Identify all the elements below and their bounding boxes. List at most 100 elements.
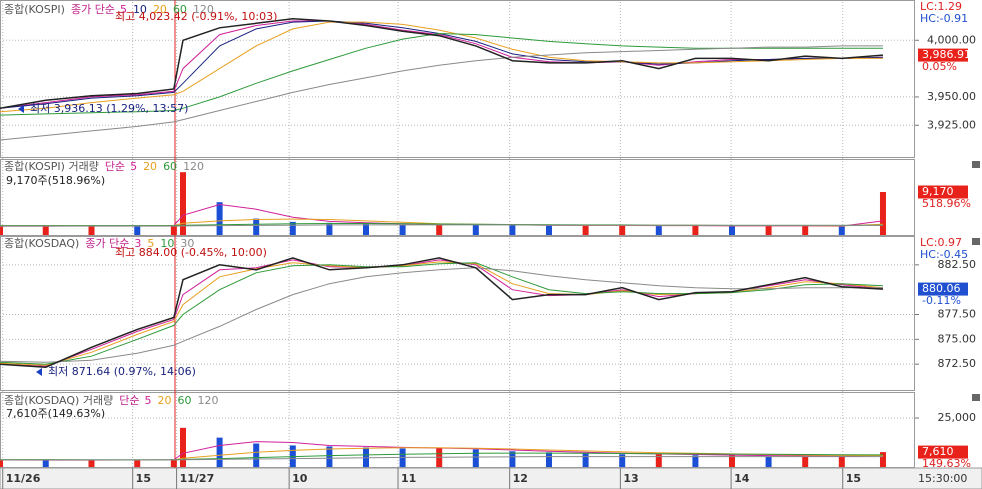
volume-bar — [582, 225, 589, 235]
volume-bar — [180, 427, 186, 467]
volume-bar — [170, 459, 177, 467]
panel-frame — [0, 159, 915, 236]
low-arrow — [36, 368, 42, 376]
legend-entry: 10 — [160, 237, 174, 250]
last-value-label: 880.06 — [922, 282, 961, 295]
volume-bar — [546, 225, 552, 235]
volume-bar — [134, 459, 141, 467]
volume-bar — [765, 226, 772, 235]
volume-bar — [88, 225, 95, 235]
x-tick-label: 11/26 — [6, 472, 41, 485]
panel-title: 종합(KOSPI) — [4, 3, 65, 16]
ma-line — [0, 20, 884, 109]
y-tick-label: 882.50 — [938, 258, 977, 271]
legend-entry: 60 — [163, 160, 177, 173]
volume-bar — [619, 454, 626, 467]
y-tick-label: 25,000 — [938, 411, 977, 424]
volume-bar — [88, 460, 95, 467]
volume-bar — [655, 226, 662, 235]
legend-label: 종가 단순 — [85, 237, 129, 250]
volume-bar — [42, 226, 49, 235]
info-label: 7,610주(149.63%) — [6, 407, 105, 420]
close-button[interactable] — [972, 238, 980, 245]
legend-entry: 5 — [120, 3, 127, 16]
low-label: 최저 3,936.13 (1.29%, 13:57) — [30, 102, 188, 115]
price-line — [0, 17, 884, 110]
legend-entry: 20 — [143, 160, 157, 173]
x-tick-label: 13 — [623, 472, 638, 485]
legend-entry: 120 — [197, 394, 218, 407]
volume-bar — [472, 224, 479, 235]
high-label: 최고 884.00 (-0.45%, 10:00) — [115, 246, 267, 259]
close-button[interactable] — [972, 161, 980, 168]
last-value-box — [918, 282, 968, 296]
y-tick-label: 872.50 — [938, 357, 977, 370]
volume-bar — [399, 224, 406, 235]
volume-bar — [802, 456, 809, 467]
hc-label: HC:-0.91 — [920, 12, 968, 25]
ma-line — [0, 262, 884, 365]
panel-frame — [0, 0, 915, 158]
volume-bar — [363, 447, 369, 467]
volume-bar — [879, 192, 886, 235]
volume-bar — [326, 446, 333, 467]
last-value-box — [918, 185, 968, 199]
change-label: -0.11% — [922, 294, 961, 307]
price-line — [0, 257, 884, 368]
legend-entry: 3 — [134, 237, 141, 250]
info-label: 9,170주(518.96%) — [6, 174, 105, 187]
hc-label: HC:-0.45 — [920, 248, 968, 261]
panel-title: 종합(KOSDAQ) — [4, 237, 79, 250]
y-tick-label: 877.50 — [938, 308, 977, 321]
x-tick-label: 12 — [513, 472, 528, 485]
volume-bar — [363, 223, 369, 235]
y-tick-label: 4,000.00 — [927, 33, 976, 46]
panel-title: 종합(KOSPI) 거래량 — [4, 160, 99, 173]
ma-line — [0, 267, 883, 363]
lc-label: LC:1.29 — [920, 0, 962, 13]
legend-entry: 5 — [147, 237, 154, 250]
legend-entry: 120 — [193, 3, 214, 16]
y-tick-label: 3,950.00 — [927, 90, 976, 103]
volume-bar — [253, 443, 260, 467]
volume-bar — [838, 226, 845, 235]
volume-bar — [729, 226, 735, 235]
volume-bar — [692, 225, 699, 235]
volume-bar — [0, 226, 3, 235]
volume-bar — [692, 455, 699, 467]
volume-bar — [42, 460, 49, 467]
volume-bar — [655, 454, 662, 467]
x-tick-label: 15 — [846, 472, 861, 485]
close-button[interactable] — [972, 394, 980, 401]
panel-frame — [0, 236, 915, 391]
high-label: 최고 4,023.42 (-0.91%, 10:03) — [115, 10, 277, 23]
change-label: 149.63% — [922, 457, 971, 470]
ma-line — [0, 456, 883, 461]
volume-bar — [253, 218, 260, 235]
legend-entry: 5 — [130, 160, 137, 173]
ma-line — [0, 21, 883, 113]
volume-bar — [0, 459, 3, 467]
x-tick-label: 11/27 — [180, 472, 215, 485]
legend-entry: 10 — [133, 3, 147, 16]
last-value-box — [918, 445, 968, 459]
x-tick-label: 10 — [292, 472, 308, 485]
volume-bar — [546, 452, 552, 467]
x-tick-label: 14 — [734, 472, 750, 485]
legend-entry: 120 — [183, 160, 204, 173]
last-value-label: 3,986.91 — [922, 48, 971, 61]
legend-label: 종가 단순 — [71, 3, 115, 16]
legend-entry: 20 — [153, 3, 167, 16]
legend-entry: 20 — [157, 394, 171, 407]
last-value-label: 7,610 — [922, 445, 954, 458]
low-label: 최저 871.64 (0.97%, 14:06) — [48, 365, 196, 378]
ma-line — [0, 45, 883, 141]
volume-bar — [509, 451, 516, 467]
legend-entry: 30 — [180, 237, 194, 250]
y-tick-label: 875.00 — [938, 332, 977, 345]
last-value-label: 9,170 — [922, 185, 954, 198]
volume-bar — [436, 224, 443, 235]
volume-bar — [802, 225, 809, 235]
x-axis-bar — [0, 467, 982, 489]
